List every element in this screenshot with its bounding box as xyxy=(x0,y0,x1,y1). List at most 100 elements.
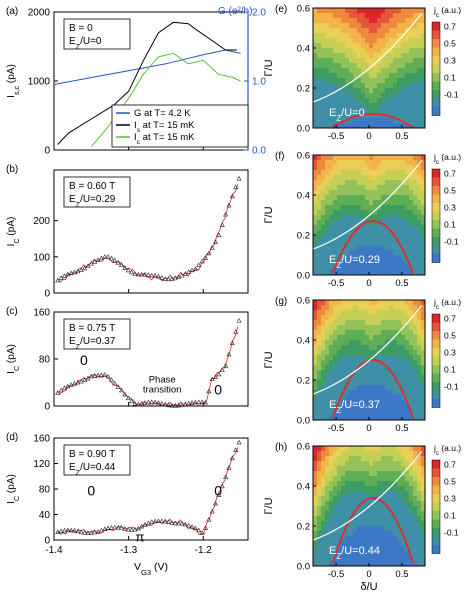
heatmap-cell xyxy=(349,481,354,487)
heatmap-cell xyxy=(373,350,378,356)
heatmap-cell xyxy=(421,118,426,124)
heatmap-cell xyxy=(365,260,370,266)
x-tick-label: -0.5 xyxy=(328,131,344,142)
heatmap-cell xyxy=(325,13,330,19)
heatmap-cell xyxy=(417,48,422,54)
heatmap-cell xyxy=(333,380,338,386)
heatmap-cell xyxy=(353,501,358,507)
heatmap-cell xyxy=(341,225,346,231)
heatmap-cell xyxy=(357,205,362,211)
heatmap-cell xyxy=(337,365,342,371)
heatmap-cell xyxy=(361,300,366,306)
data-marker xyxy=(196,527,202,533)
data-marker xyxy=(142,400,148,405)
heatmap-cell xyxy=(361,18,366,24)
heatmap-cell xyxy=(389,73,394,79)
heatmap-cell xyxy=(405,461,410,467)
heatmap-cell xyxy=(313,305,318,311)
heatmap-cell xyxy=(337,270,342,276)
heatmap-cell xyxy=(325,456,330,462)
heatmap-cell xyxy=(329,260,334,266)
heatmap-cell xyxy=(381,28,386,34)
heatmap-cell xyxy=(365,200,370,206)
heatmap-cell xyxy=(385,390,390,396)
heatmap-cell xyxy=(377,330,382,336)
heatmap-cell xyxy=(393,225,398,231)
heatmap-cell xyxy=(329,531,334,537)
heatmap-cell xyxy=(405,215,410,221)
data-marker xyxy=(108,377,114,382)
heatmap-cell xyxy=(345,123,350,129)
heatmap-cell xyxy=(357,175,362,181)
heatmap-panel-e: (e)EZ/U=00.00.20.40.6Γ/U-0.5 0 0.5jc (a.u.… xyxy=(263,4,461,143)
heatmap-cell xyxy=(385,476,390,482)
heatmap-cell xyxy=(409,400,414,406)
heatmap-cell xyxy=(417,8,422,14)
data-marker xyxy=(75,528,81,534)
heatmap-cell xyxy=(317,215,322,221)
heatmap-cell xyxy=(421,451,426,457)
right-y-axis-label: G (e²/h) xyxy=(218,6,252,17)
heatmap-cell xyxy=(349,380,354,386)
heatmap-cell xyxy=(329,108,334,114)
heatmap-cell xyxy=(361,118,366,124)
heatmap-cell xyxy=(393,446,398,452)
heatmap-cell xyxy=(405,113,410,119)
heatmap-cell xyxy=(413,410,418,416)
colorbar-swatch xyxy=(432,64,440,73)
heatmap-cell xyxy=(349,315,354,321)
heatmap-cell xyxy=(369,536,374,542)
heatmap-cell xyxy=(409,370,414,376)
heatmap-cell xyxy=(413,63,418,69)
heatmap-cell xyxy=(353,340,358,346)
heatmap-cell xyxy=(365,340,370,346)
heatmap-cell xyxy=(365,73,370,79)
heatmap-cell xyxy=(353,355,358,361)
heatmap-cell xyxy=(345,370,350,376)
heatmap-cell xyxy=(353,185,358,191)
heatmap-cell xyxy=(381,83,386,89)
heatmap-cell xyxy=(361,546,366,552)
heatmap-cell xyxy=(365,511,370,517)
heatmap-cell xyxy=(317,108,322,114)
heatmap-cell xyxy=(385,270,390,276)
heatmap-cell xyxy=(337,451,342,457)
heatmap-cell xyxy=(365,400,370,406)
heatmap-cell xyxy=(357,561,362,567)
heatmap-cell xyxy=(341,305,346,311)
heatmap-cell xyxy=(317,73,322,79)
data-marker xyxy=(226,465,232,470)
heatmap-cell xyxy=(349,185,354,191)
heatmap-cell xyxy=(317,235,322,241)
heatmap-cell xyxy=(361,466,366,472)
heatmap-cell xyxy=(417,330,422,336)
heatmap-cell xyxy=(329,93,334,99)
heatmap-cell xyxy=(401,225,406,231)
heatmap-cell xyxy=(361,476,366,482)
heatmap-cell xyxy=(393,18,398,24)
heatmap-cell xyxy=(409,340,414,346)
x-tick-label: -1.4 xyxy=(45,545,63,556)
heatmap-cell xyxy=(329,551,334,557)
heatmap-cell xyxy=(413,118,418,124)
heatmap-cell xyxy=(317,546,322,552)
heatmap-cell xyxy=(393,113,398,119)
heatmap-cell xyxy=(421,506,426,512)
heatmap-cell xyxy=(397,18,402,24)
heatmap-cell xyxy=(345,400,350,406)
heatmap-cell xyxy=(333,103,338,109)
heatmap-cell xyxy=(369,340,374,346)
heatmap-cell xyxy=(401,486,406,492)
heatmap-cell xyxy=(321,33,326,39)
heatmap-cell xyxy=(349,225,354,231)
y-axis-label: IC (pA) xyxy=(6,217,21,247)
heatmap-cell xyxy=(325,501,330,507)
heatmap-cell xyxy=(365,330,370,336)
heatmap-cell xyxy=(413,245,418,251)
heatmap-cell xyxy=(353,335,358,341)
heatmap-cell xyxy=(397,103,402,109)
heatmap-cell xyxy=(353,83,358,89)
heatmap-cell xyxy=(393,385,398,391)
heatmap-cell xyxy=(397,230,402,236)
